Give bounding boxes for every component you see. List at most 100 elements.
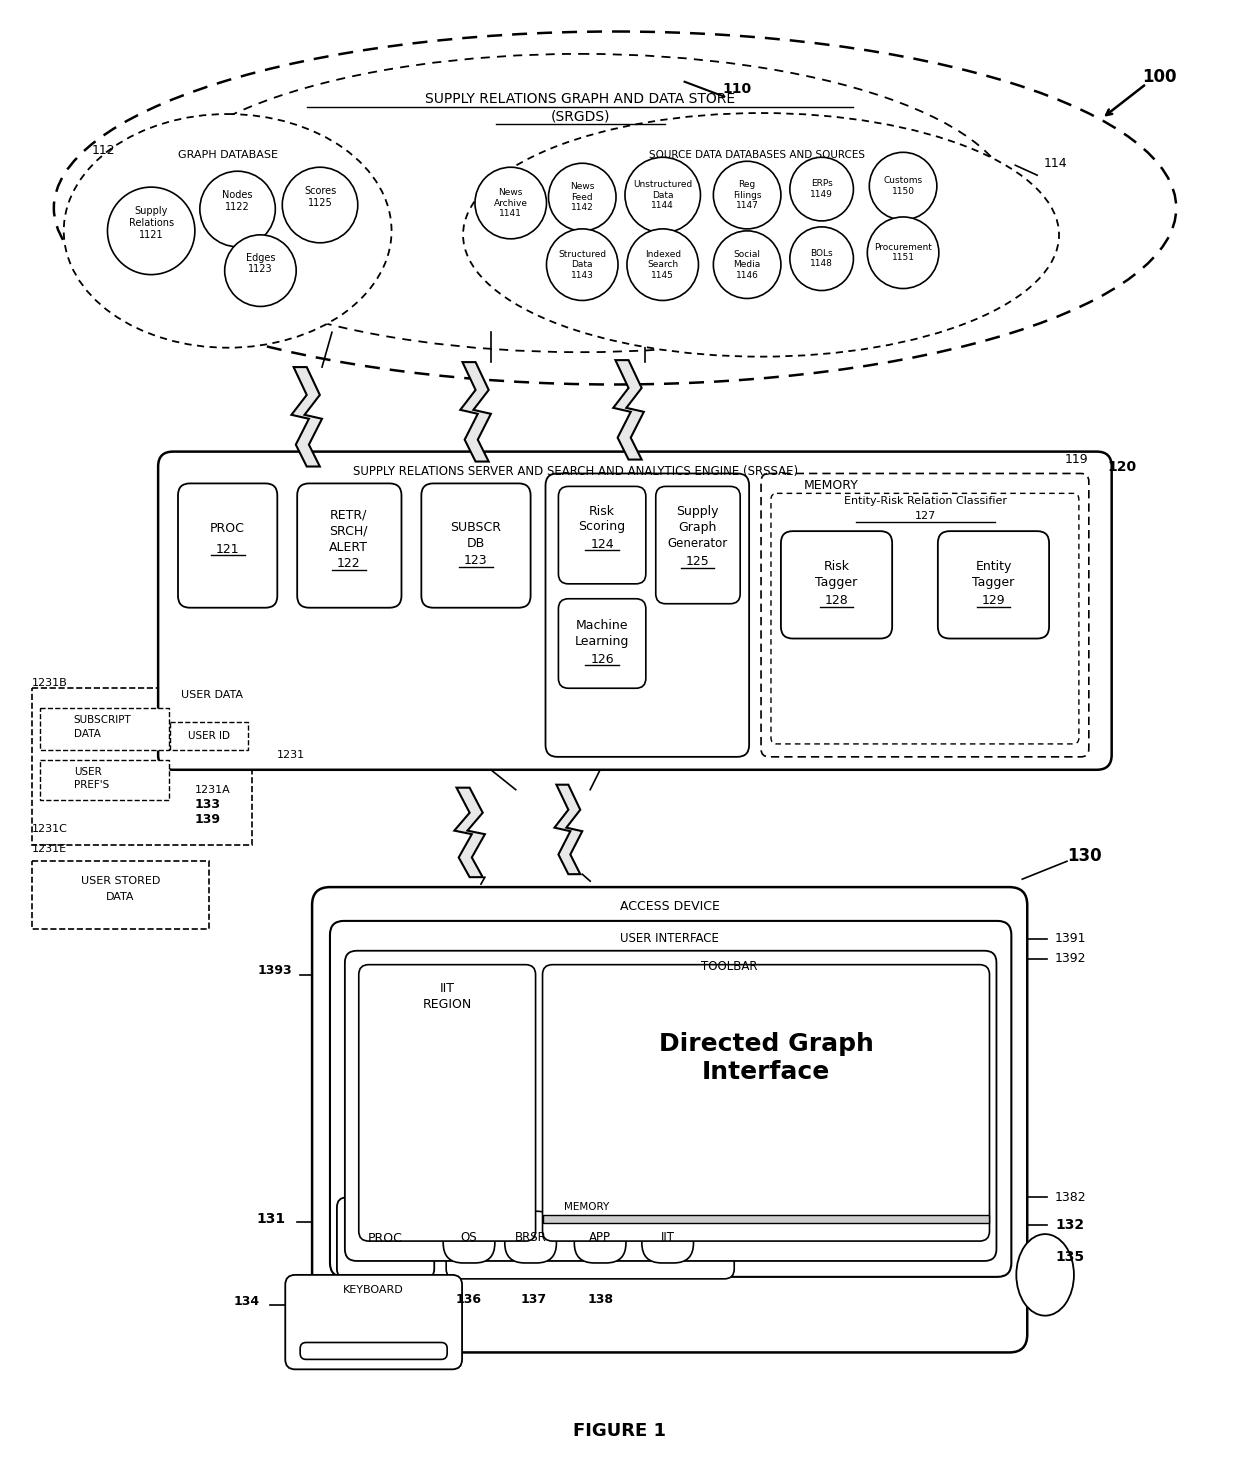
Circle shape [869, 152, 937, 219]
Polygon shape [454, 788, 485, 877]
Text: FIGURE 1: FIGURE 1 [573, 1423, 666, 1440]
Text: 1382: 1382 [1055, 1192, 1086, 1203]
Text: ALERT: ALERT [330, 541, 368, 554]
Text: IIT: IIT [440, 982, 455, 996]
FancyBboxPatch shape [781, 531, 892, 639]
Text: Entity-Risk Relation Classifier: Entity-Risk Relation Classifier [844, 496, 1007, 506]
Circle shape [713, 161, 781, 230]
Circle shape [867, 216, 939, 288]
FancyBboxPatch shape [312, 887, 1027, 1352]
Bar [32, 689, 253, 845]
Circle shape [547, 230, 618, 301]
Circle shape [224, 235, 296, 307]
Ellipse shape [149, 54, 1012, 352]
Text: 125: 125 [686, 556, 709, 569]
Text: SUPPLY RELATIONS GRAPH AND DATA STORE: SUPPLY RELATIONS GRAPH AND DATA STORE [425, 92, 735, 105]
Text: 133: 133 [195, 798, 221, 811]
Ellipse shape [1017, 1234, 1074, 1316]
Circle shape [790, 158, 853, 221]
FancyBboxPatch shape [179, 484, 278, 608]
Text: Risk: Risk [589, 504, 615, 518]
Text: MEMORY: MEMORY [804, 480, 858, 491]
Text: Machine: Machine [575, 618, 629, 632]
Text: Directed Graph
Interface: Directed Graph Interface [658, 1032, 873, 1083]
Text: PREF'S: PREF'S [73, 779, 109, 789]
Text: REGION: REGION [423, 999, 471, 1010]
Text: Entity: Entity [976, 560, 1012, 573]
Text: USER INTERFACE: USER INTERFACE [620, 933, 719, 946]
Circle shape [296, 1301, 322, 1327]
Bar [170, 722, 248, 750]
FancyBboxPatch shape [558, 599, 646, 689]
FancyBboxPatch shape [298, 484, 402, 608]
Text: Risk: Risk [823, 560, 849, 573]
Text: Generator: Generator [667, 537, 728, 550]
Text: 121: 121 [216, 542, 239, 556]
Text: Supply
Relations
1121: Supply Relations 1121 [129, 206, 174, 240]
Text: 135: 135 [1055, 1250, 1084, 1265]
Text: Scoring: Scoring [579, 519, 626, 532]
Bar [32, 861, 208, 928]
FancyBboxPatch shape [558, 487, 646, 583]
FancyBboxPatch shape [443, 1211, 495, 1263]
Text: Edges
1123: Edges 1123 [246, 253, 275, 275]
Text: Customs
1150: Customs 1150 [884, 177, 923, 196]
Circle shape [409, 1301, 435, 1327]
Text: 137: 137 [521, 1294, 547, 1306]
Bar [543, 1215, 990, 1224]
Circle shape [475, 167, 547, 238]
Circle shape [372, 1301, 398, 1327]
Circle shape [334, 1301, 360, 1327]
Text: 1393: 1393 [258, 963, 293, 977]
Text: DATA: DATA [73, 730, 100, 738]
FancyBboxPatch shape [771, 493, 1079, 744]
Polygon shape [460, 363, 491, 462]
Text: 110: 110 [723, 82, 751, 95]
Text: Scores
1125: Scores 1125 [304, 186, 336, 208]
Text: 1391: 1391 [1055, 933, 1086, 946]
Circle shape [548, 164, 616, 231]
Text: PROC: PROC [211, 522, 246, 535]
Ellipse shape [463, 113, 1059, 357]
Circle shape [625, 158, 701, 232]
Text: BRSR: BRSR [515, 1231, 547, 1244]
Text: Nodes
1122: Nodes 1122 [222, 190, 253, 212]
Text: 1392: 1392 [1055, 952, 1086, 965]
FancyBboxPatch shape [656, 487, 740, 604]
FancyBboxPatch shape [574, 1211, 626, 1263]
Text: 124: 124 [590, 538, 614, 551]
Text: SUBSCRIPT: SUBSCRIPT [73, 715, 131, 725]
Text: 126: 126 [590, 654, 614, 665]
FancyBboxPatch shape [543, 965, 990, 1241]
Text: 128: 128 [825, 594, 848, 607]
FancyBboxPatch shape [358, 965, 536, 1241]
FancyBboxPatch shape [937, 531, 1049, 639]
Circle shape [200, 171, 275, 247]
Text: 131: 131 [257, 1212, 285, 1227]
Ellipse shape [53, 32, 1177, 385]
Text: TOOLBAR: TOOLBAR [701, 961, 758, 974]
Text: Structured
Data
1143: Structured Data 1143 [558, 250, 606, 279]
Text: IIT: IIT [661, 1231, 675, 1244]
Circle shape [283, 167, 358, 243]
Text: RETR/: RETR/ [330, 509, 367, 522]
FancyBboxPatch shape [345, 950, 997, 1260]
Text: BOLs
1148: BOLs 1148 [810, 249, 833, 269]
Text: 130: 130 [1068, 848, 1102, 866]
Polygon shape [614, 360, 644, 459]
FancyBboxPatch shape [546, 474, 749, 757]
Text: USER STORED: USER STORED [81, 876, 160, 886]
Ellipse shape [63, 114, 392, 348]
Text: DB: DB [466, 537, 485, 550]
Text: (SRGDS): (SRGDS) [551, 110, 610, 123]
Text: SUBSCR: SUBSCR [450, 520, 501, 534]
Text: SUPPLY RELATIONS SERVER AND SEARCH AND ANALYTICS ENGINE (SRSSAE): SUPPLY RELATIONS SERVER AND SEARCH AND A… [352, 465, 797, 478]
Text: SRCH/: SRCH/ [330, 525, 368, 538]
Circle shape [108, 187, 195, 275]
Text: KEYBOARD: KEYBOARD [343, 1285, 404, 1295]
Text: Social
Media
1146: Social Media 1146 [734, 250, 761, 279]
Text: 132: 132 [1055, 1218, 1084, 1232]
Text: 112: 112 [92, 143, 115, 156]
Polygon shape [554, 785, 583, 874]
Text: Unstructured
Data
1144: Unstructured Data 1144 [634, 180, 692, 211]
